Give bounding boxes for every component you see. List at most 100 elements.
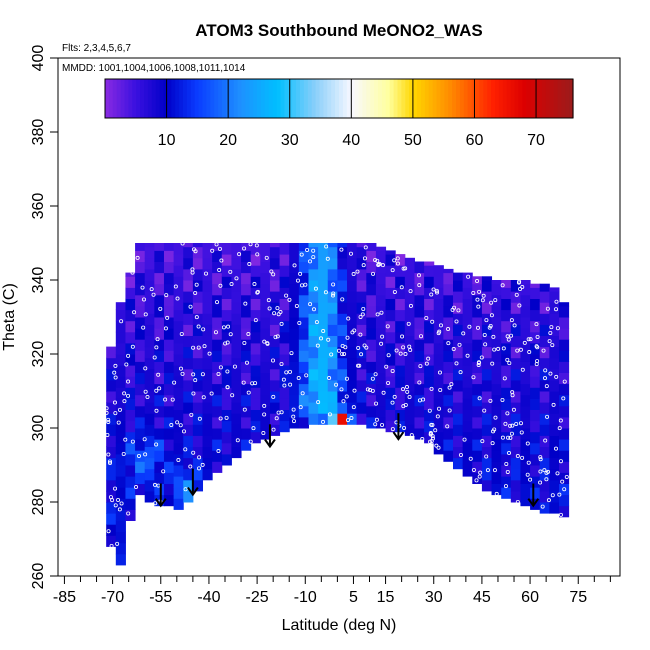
- sample-marker: [116, 497, 121, 502]
- field-cell: [173, 465, 184, 477]
- sample-marker: [491, 429, 496, 434]
- field-cell: [163, 243, 175, 251]
- field-cell: [260, 305, 271, 318]
- field-cell: [356, 291, 367, 303]
- field-cell: [375, 394, 387, 407]
- colorbar-segment: [541, 79, 547, 118]
- field-cell: [501, 365, 512, 377]
- sample-marker: [429, 386, 434, 391]
- field-cell: [327, 268, 338, 281]
- field-cell: [375, 317, 387, 329]
- sample-marker: [510, 390, 515, 395]
- sample-marker: [465, 353, 470, 358]
- field-cell: [183, 257, 194, 270]
- sample-marker: [407, 344, 412, 349]
- field-cell: [298, 243, 309, 251]
- field-cell: [395, 409, 406, 422]
- sample-marker: [271, 427, 276, 432]
- field-cell: [510, 402, 521, 414]
- sample-marker: [316, 400, 321, 405]
- field-cell: [472, 305, 483, 318]
- sample-marker: [356, 345, 361, 350]
- sample-marker: [156, 372, 161, 377]
- field-cell: [347, 324, 358, 336]
- field-cell: [433, 365, 444, 377]
- sample-marker: [183, 487, 188, 492]
- sample-marker: [216, 449, 221, 454]
- field-cell: [298, 394, 309, 407]
- colorbar-segment: [565, 79, 570, 118]
- sample-marker: [430, 319, 435, 324]
- field-cell: [472, 317, 483, 329]
- sample-marker: [122, 391, 127, 396]
- field-cell: [318, 268, 329, 281]
- field-cell: [135, 416, 146, 429]
- arrow-head: [154, 498, 167, 508]
- colorbar-segment: [296, 79, 301, 118]
- field-cell: [414, 283, 425, 296]
- field-cell: [443, 416, 454, 429]
- sample-marker: [164, 293, 169, 298]
- field-cell: [327, 379, 338, 392]
- field-cell: [530, 442, 541, 455]
- field-cell: [414, 305, 425, 318]
- field-cell: [472, 361, 483, 373]
- field-cell: [231, 357, 242, 370]
- field-cell: [539, 346, 550, 359]
- sample-marker: [550, 343, 555, 348]
- field-cell: [260, 372, 271, 385]
- field-cell: [221, 409, 232, 422]
- sample-marker: [471, 467, 476, 472]
- sample-marker: [304, 373, 309, 378]
- sample-marker: [298, 405, 303, 410]
- field-cell: [125, 442, 136, 455]
- field-cell: [549, 413, 560, 425]
- sample-marker: [405, 389, 410, 394]
- field-cell: [115, 431, 126, 444]
- colorbar-segment: [510, 79, 516, 118]
- field-cell: [260, 328, 271, 340]
- field-cell: [520, 405, 531, 418]
- colorbar-tick-label: 20: [219, 132, 237, 149]
- colorbar-segment: [467, 79, 473, 118]
- sample-marker: [528, 337, 533, 342]
- sample-marker: [549, 325, 554, 330]
- field-cell: [366, 272, 377, 285]
- colorbar-segment: [561, 79, 566, 118]
- field-cell: [125, 398, 136, 410]
- colorbar-segment: [249, 79, 254, 118]
- field-cell: [327, 243, 338, 248]
- colorbar-tick-label: 60: [466, 132, 484, 149]
- sample-marker: [438, 387, 443, 392]
- field-cell: [269, 291, 281, 303]
- colorbar-segment: [319, 79, 324, 118]
- sample-marker: [390, 400, 395, 405]
- field-cell: [212, 283, 223, 296]
- field-cell: [250, 365, 261, 377]
- field-cell: [106, 435, 117, 447]
- sample-marker: [505, 357, 510, 362]
- field-cell: [424, 387, 435, 399]
- field-cell: [260, 350, 271, 362]
- field-cell: [395, 276, 406, 288]
- field-cell: [135, 283, 146, 296]
- field-cell: [549, 357, 560, 370]
- sample-marker: [511, 407, 516, 412]
- field-cell: [183, 490, 194, 503]
- field-cell: [375, 246, 387, 251]
- field-cell: [279, 254, 290, 266]
- field-cell: [192, 324, 204, 336]
- field-cell: [510, 468, 521, 481]
- field-cell: [260, 272, 271, 285]
- sample-marker: [377, 262, 382, 267]
- field-cell: [279, 376, 290, 388]
- sample-marker: [123, 437, 128, 442]
- field-cell: [414, 261, 425, 274]
- sample-marker: [373, 372, 378, 377]
- sample-marker: [261, 431, 266, 436]
- field-cell: [453, 291, 464, 303]
- field-cell: [414, 416, 425, 429]
- field-cell: [183, 457, 194, 470]
- field-cell: [491, 450, 502, 462]
- sample-marker: [235, 438, 240, 443]
